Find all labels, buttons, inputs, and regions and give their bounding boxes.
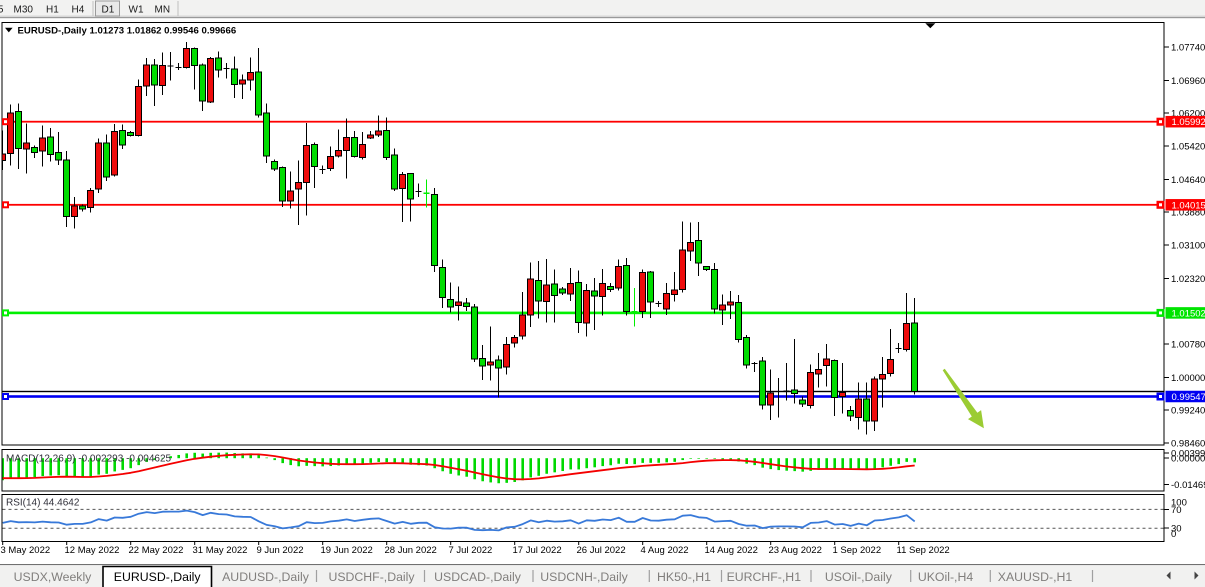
svg-text:USOil-,Daily: USOil-,Daily (825, 570, 893, 584)
svg-text:M5: M5 (0, 5, 4, 16)
svg-text:1 Sep 2022: 1 Sep 2022 (833, 545, 882, 556)
svg-text:H4: H4 (72, 5, 85, 16)
svg-text:HK50-,H1: HK50-,H1 (657, 570, 711, 584)
svg-text:RSI(14) 44.4642: RSI(14) 44.4642 (6, 498, 80, 509)
svg-text:17 Jul 2022: 17 Jul 2022 (513, 545, 562, 556)
svg-text:0.99547: 0.99547 (1172, 392, 1205, 403)
svg-text:XAUUSD-,H1: XAUUSD-,H1 (998, 570, 1073, 584)
svg-text:1.06200: 1.06200 (1171, 108, 1205, 119)
svg-text:1.05992: 1.05992 (1172, 117, 1205, 128)
svg-text:1.07740: 1.07740 (1171, 43, 1205, 54)
svg-text:0: 0 (1171, 529, 1176, 540)
svg-text:0.99240: 0.99240 (1171, 405, 1205, 416)
svg-text:-0.01469: -0.01469 (1171, 480, 1205, 491)
svg-text:12 May 2022: 12 May 2022 (65, 545, 120, 556)
svg-text:1.04640: 1.04640 (1171, 175, 1205, 186)
svg-text:4 Aug 2022: 4 Aug 2022 (641, 545, 689, 556)
svg-text:19 Jun 2022: 19 Jun 2022 (321, 545, 373, 556)
svg-text:14 Aug 2022: 14 Aug 2022 (705, 545, 758, 556)
svg-text:1.00000: 1.00000 (1171, 373, 1205, 384)
svg-text:30: 30 (1171, 524, 1182, 535)
svg-text:EURCHF-,H1: EURCHF-,H1 (727, 570, 802, 584)
svg-text:EURUSD-,Daily 1.01273 1.01862: EURUSD-,Daily 1.01273 1.01862 0.99546 0.… (18, 26, 237, 37)
svg-text:0.00000: 0.00000 (1171, 454, 1205, 465)
svg-text:1.01502: 1.01502 (1172, 308, 1205, 319)
svg-text:0.98460: 0.98460 (1171, 439, 1205, 450)
svg-text:W1: W1 (129, 5, 144, 16)
svg-text:EURUSD-,Daily: EURUSD-,Daily (114, 570, 202, 584)
svg-text:100: 100 (1171, 497, 1187, 508)
svg-text:7 Jul 2022: 7 Jul 2022 (449, 545, 493, 556)
svg-text:22 May 2022: 22 May 2022 (129, 545, 184, 556)
svg-text:1.03100: 1.03100 (1171, 241, 1205, 252)
svg-text:USDCAD-,Daily: USDCAD-,Daily (434, 570, 522, 584)
svg-text:9 Jun 2022: 9 Jun 2022 (257, 545, 304, 556)
svg-text:MACD(12,26,9) -0.002293 -0.004: MACD(12,26,9) -0.002293 -0.004625 (6, 454, 172, 465)
svg-text:USDX,Weekly: USDX,Weekly (14, 570, 93, 584)
svg-text:28 Jun 2022: 28 Jun 2022 (385, 545, 437, 556)
svg-text:1.05420: 1.05420 (1171, 142, 1205, 153)
svg-text:H1: H1 (46, 5, 59, 16)
svg-text:31 May 2022: 31 May 2022 (193, 545, 248, 556)
svg-text:USDCNH-,Daily: USDCNH-,Daily (540, 570, 628, 584)
svg-text:1.06960: 1.06960 (1171, 76, 1205, 87)
svg-text:UKOil-,H4: UKOil-,H4 (918, 570, 974, 584)
svg-text:1.03880: 1.03880 (1171, 207, 1205, 218)
svg-text:0.00399: 0.00399 (1171, 448, 1205, 459)
svg-text:MN: MN (155, 5, 171, 16)
svg-text:D1: D1 (102, 5, 115, 16)
svg-text:26 Jul 2022: 26 Jul 2022 (577, 545, 626, 556)
svg-text:1.02320: 1.02320 (1171, 274, 1205, 285)
svg-text:1.04015: 1.04015 (1172, 200, 1205, 211)
svg-text:USDCHF-,Daily: USDCHF-,Daily (328, 570, 415, 584)
svg-text:70: 70 (1171, 505, 1182, 516)
svg-text:M30: M30 (14, 5, 34, 16)
svg-text:AUDUSD-,Daily: AUDUSD-,Daily (222, 570, 310, 584)
svg-text:23 Aug 2022: 23 Aug 2022 (769, 545, 822, 556)
svg-text:11 Sep 2022: 11 Sep 2022 (897, 545, 950, 556)
svg-text:1.00780: 1.00780 (1171, 340, 1205, 351)
svg-text:3 May 2022: 3 May 2022 (1, 545, 51, 556)
